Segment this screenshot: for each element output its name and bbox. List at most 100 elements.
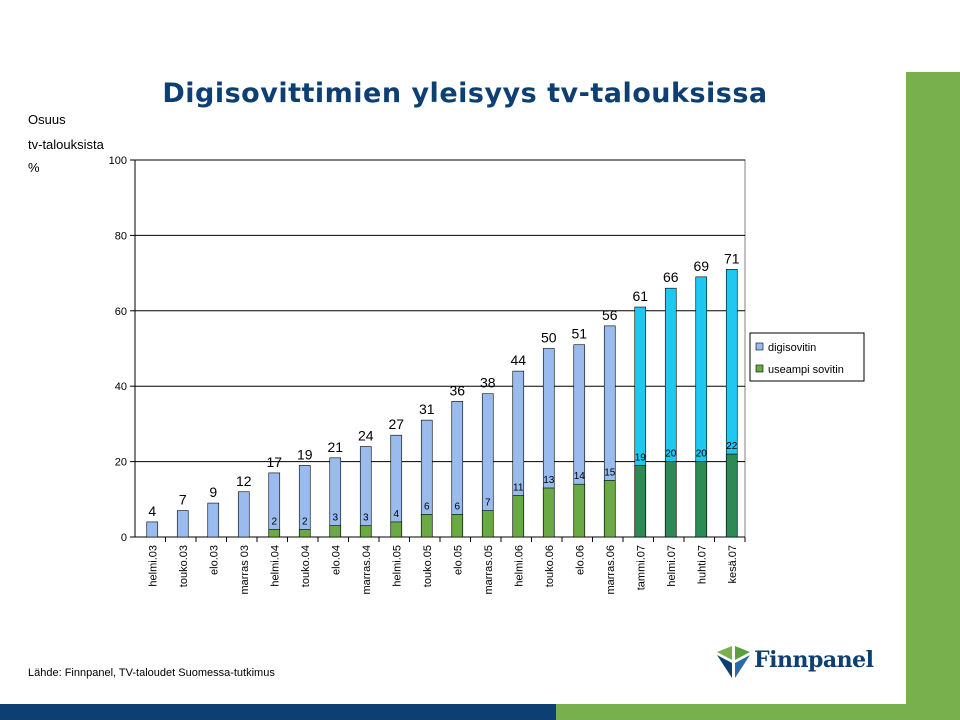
y-axis-label-line-1: Osuus xyxy=(28,112,66,127)
x-tick-label: elo.03 xyxy=(208,545,220,575)
y-tick-label: 80 xyxy=(115,230,127,242)
y-tick-label: 40 xyxy=(115,381,127,393)
x-tick-label: marras.04 xyxy=(361,545,373,595)
source-note: Lähde: Finnpanel, TV-taloudet Suomessa-t… xyxy=(28,667,275,679)
legend-label: useampi sovitin xyxy=(768,364,844,376)
data-label-digisovitin: 69 xyxy=(693,258,709,274)
x-tick-label: huhti.07 xyxy=(696,545,708,584)
bar-useampi-sovitin xyxy=(298,529,311,538)
bar-useampi-sovitin xyxy=(664,461,677,538)
data-label-digisovitin: 51 xyxy=(571,326,587,342)
y-tick-label: 100 xyxy=(109,155,127,167)
x-tick-label: helmi.06 xyxy=(513,545,525,587)
data-label-digisovitin: 36 xyxy=(449,382,465,398)
bar-useampi-sovitin xyxy=(573,483,586,538)
x-tick-label: marras.05 xyxy=(483,545,495,595)
data-label-digisovitin: 4 xyxy=(148,503,156,519)
data-label-useampi-sovitin: 4 xyxy=(393,509,399,520)
legend-label: digisovitin xyxy=(768,342,816,354)
x-tick-label: touko.03 xyxy=(178,545,190,587)
x-tick-label: kesä.07 xyxy=(727,545,739,584)
bar-useampi-sovitin xyxy=(329,525,342,538)
bar-useampi-sovitin xyxy=(268,529,281,538)
bottom-bar-blue xyxy=(0,704,556,720)
finnpanel-logo-icon xyxy=(717,646,750,678)
data-label-digisovitin: 71 xyxy=(724,250,740,266)
x-tick-label: helmi.07 xyxy=(666,545,678,587)
bar-useampi-sovitin xyxy=(542,487,555,538)
finnpanel-logo: Finnpanel xyxy=(716,643,876,683)
x-tick-label: marras.06 xyxy=(605,545,617,595)
data-label-digisovitin: 9 xyxy=(209,484,217,500)
y-tick-label: 0 xyxy=(121,532,127,544)
x-tick-label: touko.06 xyxy=(544,545,556,587)
bar-useampi-sovitin xyxy=(695,461,708,538)
data-label-useampi-sovitin: 15 xyxy=(604,467,616,478)
bar-digisovitin xyxy=(207,502,220,538)
data-label-useampi-sovitin: 2 xyxy=(271,516,277,527)
data-label-digisovitin: 31 xyxy=(419,401,435,417)
data-label-digisovitin: 7 xyxy=(179,492,187,508)
data-label-useampi-sovitin: 3 xyxy=(363,513,369,524)
bottom-bar-green xyxy=(556,704,960,720)
data-label-useampi-sovitin: 3 xyxy=(332,513,338,524)
plot-area xyxy=(134,159,746,538)
bar-useampi-sovitin xyxy=(451,514,464,538)
data-label-useampi-sovitin: 13 xyxy=(543,475,555,486)
x-tick-label: touko.04 xyxy=(300,545,312,587)
data-label-useampi-sovitin: 20 xyxy=(696,449,708,460)
y-tick-label: 20 xyxy=(115,457,127,469)
data-label-digisovitin: 27 xyxy=(388,416,404,432)
data-label-digisovitin: 66 xyxy=(663,269,679,285)
data-label-useampi-sovitin: 19 xyxy=(635,452,647,463)
x-tick-label: elo.04 xyxy=(330,545,342,575)
data-label-digisovitin: 50 xyxy=(541,330,557,346)
y-tick-label: 60 xyxy=(115,306,127,318)
side-accent-bar xyxy=(906,72,960,704)
data-label-digisovitin: 56 xyxy=(602,307,618,323)
data-label-useampi-sovitin: 22 xyxy=(726,441,738,452)
data-label-digisovitin: 21 xyxy=(327,439,343,455)
bar-digisovitin xyxy=(176,510,189,538)
bar-useampi-sovitin xyxy=(420,514,433,538)
data-label-useampi-sovitin: 11 xyxy=(513,483,524,494)
data-label-useampi-sovitin: 7 xyxy=(485,498,491,509)
bar-digisovitin xyxy=(146,521,159,538)
bar-useampi-sovitin xyxy=(481,510,494,538)
x-tick-label: marras 03 xyxy=(239,545,251,595)
bar-digisovitin xyxy=(329,457,342,538)
x-tick-label: touko.05 xyxy=(422,545,434,587)
x-tick-label: helmi.03 xyxy=(147,545,159,587)
x-tick-label: helmi.04 xyxy=(269,545,281,587)
x-tick-label: helmi.05 xyxy=(391,545,403,587)
legend-swatch xyxy=(755,364,764,373)
data-label-digisovitin: 19 xyxy=(297,446,313,462)
data-label-useampi-sovitin: 2 xyxy=(302,516,308,527)
y-axis-label-line-2: tv-talouksista xyxy=(28,137,104,152)
data-label-digisovitin: 61 xyxy=(632,288,648,304)
bar-digisovitin xyxy=(237,491,250,538)
data-label-useampi-sovitin: 20 xyxy=(665,449,677,460)
data-label-digisovitin: 12 xyxy=(236,473,252,489)
chart-title: Digisovittimien yleisyys tv-talouksissa xyxy=(162,78,768,109)
data-label-digisovitin: 17 xyxy=(266,454,282,470)
data-label-digisovitin: 38 xyxy=(480,375,496,391)
bar-useampi-sovitin xyxy=(512,495,525,538)
data-label-digisovitin: 24 xyxy=(358,428,374,444)
bar-useampi-sovitin xyxy=(603,480,616,538)
legend-box xyxy=(749,332,865,382)
bar-useampi-sovitin xyxy=(390,521,403,538)
bar-useampi-sovitin xyxy=(634,465,647,538)
data-label-digisovitin: 44 xyxy=(510,352,526,368)
bar-useampi-sovitin xyxy=(359,525,372,538)
x-tick-label: tammi.07 xyxy=(635,545,647,590)
legend-swatch xyxy=(755,342,764,351)
bar-useampi-sovitin xyxy=(725,453,738,538)
finnpanel-logo-text: Finnpanel xyxy=(754,647,874,673)
x-tick-label: elo.05 xyxy=(452,545,464,575)
data-label-useampi-sovitin: 14 xyxy=(574,471,586,482)
y-axis-label-line-3: % xyxy=(28,160,40,175)
data-label-useampi-sovitin: 6 xyxy=(424,501,430,512)
data-label-useampi-sovitin: 6 xyxy=(454,501,460,512)
